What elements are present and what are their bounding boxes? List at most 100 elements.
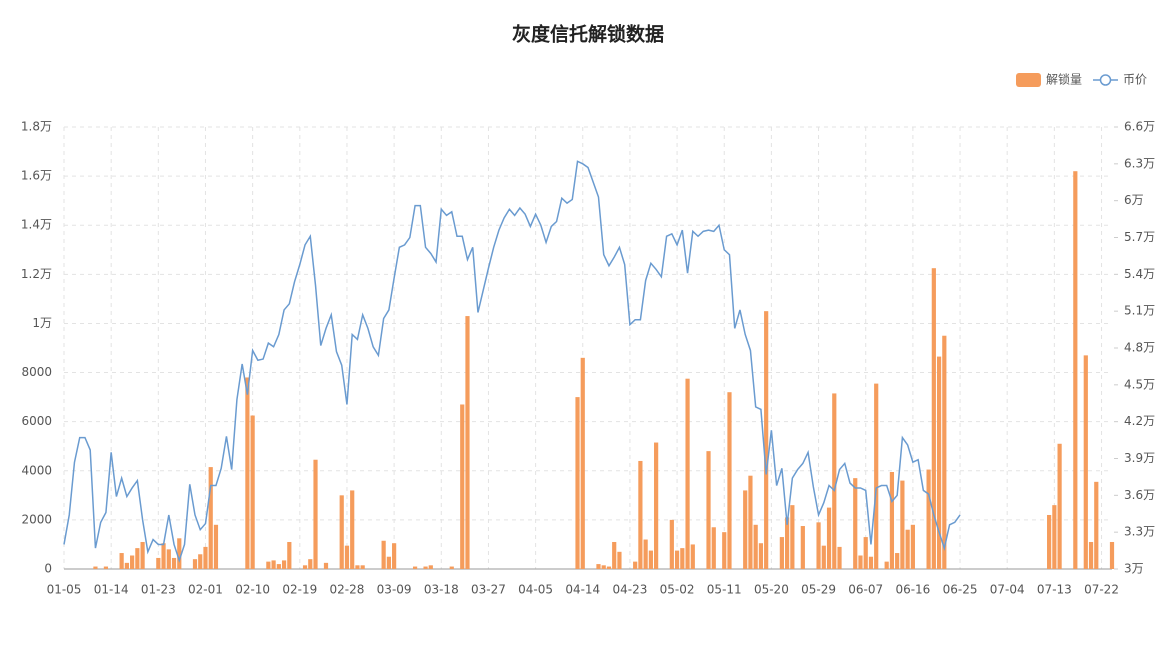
bar <box>344 545 350 569</box>
bar <box>643 539 648 569</box>
y-tick-label: 4000 <box>21 463 52 477</box>
x-tick-label: 05-11 <box>707 583 742 597</box>
x-tick-label: 07-04 <box>990 583 1025 597</box>
bar <box>638 460 643 569</box>
bar <box>192 559 198 569</box>
y-tick-label: 8000 <box>21 365 52 379</box>
bar <box>874 383 879 569</box>
bar <box>130 555 135 569</box>
bar <box>685 378 690 569</box>
bar <box>93 566 98 569</box>
bar <box>931 268 936 569</box>
y-tick-label: 0 <box>44 562 52 576</box>
bar <box>648 550 653 569</box>
bar <box>764 311 769 569</box>
bar <box>323 562 329 569</box>
y2-tick-label: 4.8万 <box>1124 341 1155 355</box>
x-tick-label: 05-29 <box>801 583 836 597</box>
bar <box>690 544 695 569</box>
bar <box>166 549 171 569</box>
bar <box>1109 541 1115 569</box>
bar <box>575 397 580 569</box>
y2-tick-label: 6.3万 <box>1124 156 1155 170</box>
x-tick-label: 06-16 <box>895 583 930 597</box>
y2-tick-label: 4.5万 <box>1124 377 1155 391</box>
x-tick-label: 02-10 <box>235 583 270 597</box>
bar <box>355 565 360 569</box>
x-tick-label: 04-23 <box>612 583 647 597</box>
bar <box>161 543 166 569</box>
y2-tick-label: 3.9万 <box>1124 451 1155 465</box>
x-tick-label: 05-20 <box>754 583 789 597</box>
x-tick-label: 07-13 <box>1037 583 1072 597</box>
bar <box>711 527 716 569</box>
bar <box>905 529 910 569</box>
y-tick-label: 2000 <box>21 512 52 526</box>
bar <box>1088 541 1094 569</box>
bar <box>753 524 758 569</box>
bar <box>1047 514 1052 569</box>
bar <box>895 553 900 569</box>
bar <box>171 557 177 569</box>
legend-label: 解锁量 <box>1046 72 1082 87</box>
x-tick-label: 06-07 <box>848 583 883 597</box>
bar <box>198 554 203 569</box>
bar <box>900 480 905 569</box>
bar <box>428 565 433 569</box>
x-tick-label: 01-23 <box>141 583 176 597</box>
bar <box>203 546 208 569</box>
bar <box>213 524 219 569</box>
bar <box>617 551 622 569</box>
bar <box>669 519 674 569</box>
bar <box>926 469 931 569</box>
bar <box>308 559 313 569</box>
bar <box>1094 481 1099 569</box>
price-line <box>63 160 961 563</box>
y2-tick-label: 3万 <box>1124 562 1144 576</box>
y2-tick-label: 4.2万 <box>1124 414 1155 428</box>
bar <box>748 475 753 569</box>
bar <box>743 490 748 569</box>
bar <box>135 548 140 569</box>
y2-tick-label: 5.7万 <box>1124 230 1155 244</box>
y-tick-label: 1.8万 <box>21 120 52 134</box>
bar <box>863 537 868 569</box>
bar <box>790 505 795 569</box>
y-tick-label: 1.6万 <box>21 169 52 183</box>
y-tick-label: 1.4万 <box>21 218 52 232</box>
bar <box>727 392 732 569</box>
bar <box>423 566 428 569</box>
bar <box>884 561 889 569</box>
bar <box>103 566 109 569</box>
bar <box>271 560 276 569</box>
bar <box>266 561 271 569</box>
bar <box>758 543 764 569</box>
bar <box>785 517 790 569</box>
bar <box>412 566 418 569</box>
bar <box>350 490 355 569</box>
x-tick-label: 01-05 <box>47 583 82 597</box>
legend-label: 币价 <box>1123 73 1147 87</box>
legend-swatch <box>1016 73 1041 87</box>
bar <box>706 451 711 569</box>
bar <box>936 356 942 569</box>
bar <box>821 545 826 569</box>
bar <box>360 565 365 569</box>
bar <box>124 562 129 569</box>
bar <box>826 507 832 569</box>
chart-title: 灰度信托解锁数据 <box>512 23 664 46</box>
bar <box>889 472 895 569</box>
y-tick-label: 6000 <box>21 414 52 428</box>
x-tick-label: 05-02 <box>660 583 695 597</box>
bar <box>208 467 213 569</box>
bar <box>313 459 318 569</box>
y-tick-label: 1万 <box>32 316 52 330</box>
x-tick-label: 02-19 <box>282 583 317 597</box>
x-tick-label: 07-22 <box>1084 583 1119 597</box>
bar <box>339 495 344 569</box>
bar <box>140 541 145 569</box>
bar <box>449 566 454 569</box>
bar <box>177 538 182 569</box>
bar <box>722 532 727 569</box>
